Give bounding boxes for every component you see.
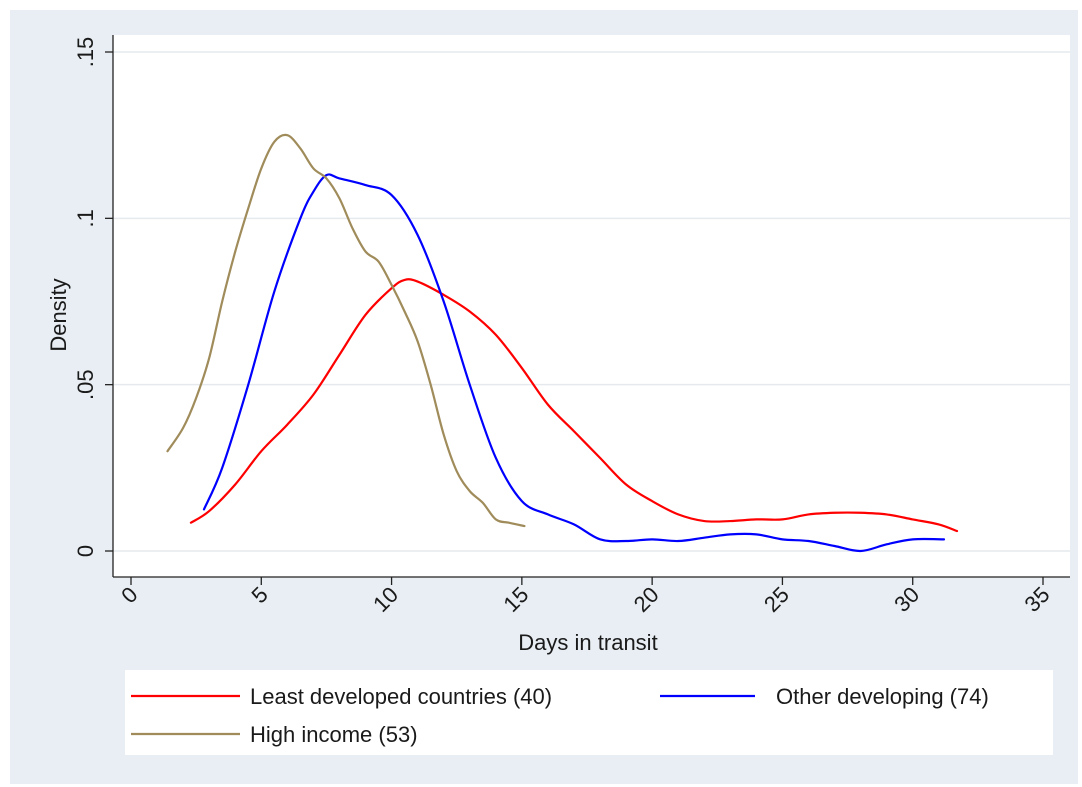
y-tick-label: .15 xyxy=(73,37,98,68)
x-tick-label: 25 xyxy=(759,582,794,617)
x-tick-label: 15 xyxy=(498,582,533,617)
chart-frame: 0.05.1.15 0 5 10 15 20 25 30 35 Days in transit … xyxy=(10,10,1078,784)
y-tick-label: .05 xyxy=(73,369,98,400)
x-tick-label: 35 xyxy=(1020,582,1055,617)
legend-label-high-income: High income (53) xyxy=(250,722,418,747)
series-line-least-developed xyxy=(189,278,959,533)
legend-label-other-developing: Other developing (74) xyxy=(776,684,989,709)
series-lines xyxy=(166,133,959,553)
y-tick-label: 0 xyxy=(73,545,98,557)
series-line-other-developing xyxy=(202,173,946,553)
y-axis-label: Density xyxy=(46,278,71,351)
x-tick-label: 10 xyxy=(368,582,403,617)
legend-box xyxy=(125,670,1053,755)
x-tick-label: 0 xyxy=(116,582,142,608)
legend: Least developed countries (40) Other deve… xyxy=(125,670,1053,755)
density-chart: 0.05.1.150 5 10 15 20 25 30 35 Days in transit … xyxy=(46,35,1070,755)
axes xyxy=(105,35,1070,585)
plot-area xyxy=(113,35,1070,577)
x-tick-label: 5 xyxy=(246,582,272,608)
x-tick-label: 30 xyxy=(889,582,924,617)
y-tick-label: .1 xyxy=(73,209,98,227)
x-tick-label: 20 xyxy=(629,582,664,617)
series-line-high-income xyxy=(166,133,526,528)
grid-lines xyxy=(113,51,1070,552)
x-axis-label: Days in transit xyxy=(518,630,657,655)
legend-label-least-developed: Least developed countries (40) xyxy=(250,684,552,709)
